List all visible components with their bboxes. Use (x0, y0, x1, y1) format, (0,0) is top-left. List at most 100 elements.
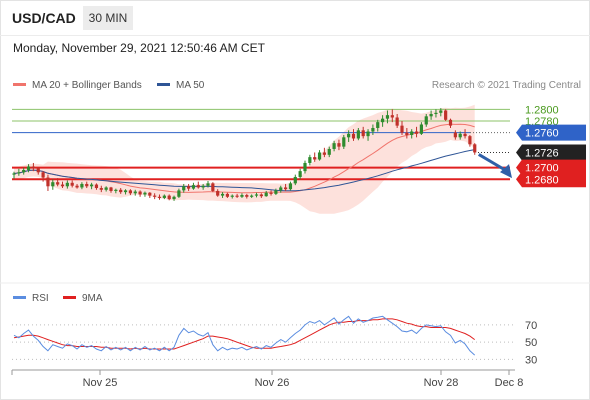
candle-body (429, 113, 433, 117)
symbol-title: USD/CAD (12, 10, 76, 26)
candle-up (356, 127, 360, 141)
candle-body (148, 192, 152, 196)
candle-up (206, 181, 210, 188)
candle-up (51, 179, 55, 190)
candle-up (65, 180, 69, 189)
candle-body (293, 176, 297, 184)
candle-body (41, 172, 45, 178)
candle-body (254, 194, 259, 196)
candle-body (376, 122, 380, 128)
candle-body (119, 189, 123, 193)
candle-body (347, 133, 351, 138)
candle-up (250, 194, 254, 198)
candle-down (245, 193, 249, 199)
candle-body (167, 195, 171, 200)
candle-up (308, 154, 312, 166)
candle-body (143, 192, 147, 195)
candle-up (264, 190, 268, 197)
candle-body (56, 182, 60, 185)
candle-body (90, 184, 94, 187)
legend-ma20: MA 20 + Bollinger Bands (13, 80, 142, 91)
candle-body (196, 185, 200, 188)
candle-body (274, 190, 278, 194)
candle-up (254, 192, 259, 198)
candle-body (405, 132, 409, 135)
candle-up (230, 194, 234, 199)
ma9-swatch (63, 295, 76, 299)
price-label-resistance: 1.2800 (525, 104, 559, 116)
timeframe-button[interactable]: 30 MIN (83, 6, 133, 30)
candle-body (342, 137, 346, 147)
candle-down (56, 178, 60, 187)
candle-body (439, 110, 443, 113)
candle-down (70, 180, 74, 188)
candle-body (172, 196, 176, 200)
candle-body (17, 172, 21, 174)
candle-down (211, 182, 215, 193)
candle-body (381, 118, 385, 123)
candle-down (94, 183, 99, 190)
candle-body (434, 112, 438, 114)
candle-body (245, 195, 249, 197)
candle-down (138, 190, 142, 197)
candle-body (225, 193, 229, 197)
candle-body (191, 185, 196, 189)
candle-up (26, 164, 31, 173)
candle-up (381, 115, 385, 127)
candle-body (453, 132, 457, 138)
candle-body (327, 148, 331, 155)
legend-rsi: RSI (13, 293, 49, 304)
legend-ma20-label: MA 20 + Bollinger Bands (32, 80, 142, 91)
candle-body (128, 190, 132, 194)
rsi-line (13, 315, 476, 356)
candle-body (473, 144, 477, 153)
candle-body (26, 166, 31, 170)
candle-body (211, 183, 215, 191)
candle-up (317, 150, 322, 161)
candle-body (337, 143, 341, 147)
candle-body (390, 115, 394, 118)
candle-body (351, 133, 356, 139)
legend-9ma: 9MA (63, 293, 103, 304)
candle-up (17, 168, 21, 176)
candle-body (230, 195, 234, 197)
candle-up (274, 188, 278, 196)
candle-body (51, 182, 55, 187)
candle-down (128, 189, 132, 196)
candle-down (463, 129, 467, 139)
price-tag-support: 1.2680 (516, 171, 586, 188)
timestamp: Monday, November 29, 2021 12:50:46 AM CE… (13, 41, 265, 55)
candle-body (177, 190, 181, 197)
legend-ma50-label: MA 50 (176, 80, 205, 91)
candle-up (80, 182, 84, 190)
candle-body (216, 190, 220, 196)
x-tick-label: Nov 28 (424, 377, 459, 389)
candle-up (434, 109, 438, 118)
candle-body (332, 143, 336, 149)
rsi-9ma-line (13, 318, 475, 350)
candle-body (468, 136, 472, 145)
candle-body (80, 183, 84, 188)
ma20-swatch (13, 82, 26, 86)
candle-body (313, 157, 317, 160)
candle-up (114, 188, 118, 194)
candle-down (187, 183, 191, 191)
candle-down (196, 181, 200, 189)
price-tag-bg (516, 144, 586, 161)
candle-down (148, 192, 152, 198)
candle-body (303, 162, 307, 172)
candle-down (400, 120, 404, 135)
candle-body (220, 193, 225, 196)
candle-up (366, 129, 370, 141)
ma50-swatch (157, 82, 170, 86)
candle-up (458, 131, 462, 140)
rsi-tick-label: 30 (525, 354, 537, 366)
candle-body (419, 124, 423, 134)
candle-down (41, 171, 45, 182)
candle-body (114, 189, 118, 191)
candle-body (356, 130, 360, 139)
legend-9ma-label: 9MA (82, 293, 103, 304)
candle-body (85, 183, 89, 187)
candle-body (12, 173, 16, 175)
